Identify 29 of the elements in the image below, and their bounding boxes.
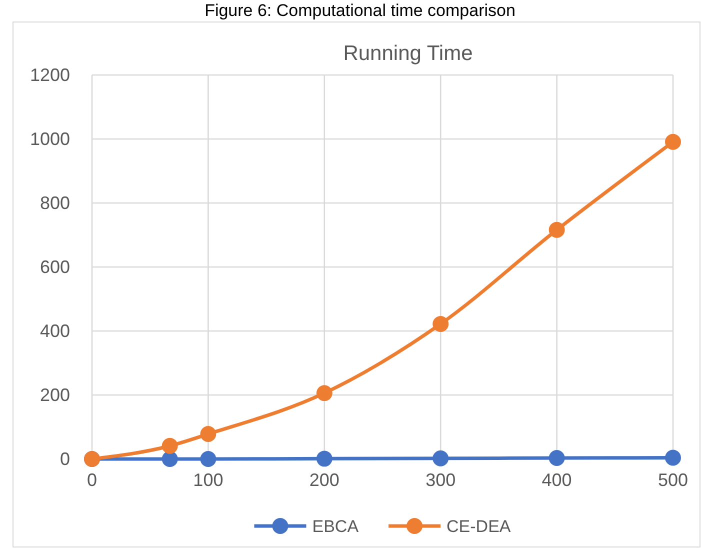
point <box>200 426 216 442</box>
point <box>665 134 681 150</box>
point <box>316 450 332 467</box>
y-tick-label: 400 <box>40 320 70 341</box>
point <box>548 450 565 466</box>
caption: Figure 6: Computational time comparison <box>204 1 516 20</box>
chart-title: Running Time <box>343 42 473 65</box>
y-tick-label: 800 <box>40 192 70 213</box>
x-tick-label: 100 <box>193 470 224 490</box>
y-tick-label: 1000 <box>30 128 70 149</box>
y-tick-label: 1200 <box>30 64 70 85</box>
legend-label: CE-DEA <box>446 517 512 536</box>
point <box>200 451 216 467</box>
point <box>432 316 449 332</box>
y-tick-label: 0 <box>60 448 70 469</box>
point <box>665 450 681 466</box>
x-tick-label: 0 <box>86 470 98 490</box>
x-tick-label: 200 <box>309 470 340 490</box>
point <box>162 451 178 467</box>
point <box>316 385 332 402</box>
y-tick-label: 600 <box>40 256 70 277</box>
point <box>432 450 449 466</box>
x-tick-label: 300 <box>426 470 456 490</box>
x-tick-label: 400 <box>542 470 572 490</box>
x-tick-label: 500 <box>658 470 688 490</box>
point <box>162 438 178 454</box>
y-tick-label: 200 <box>40 384 70 405</box>
legend-label: EBCA <box>312 517 360 536</box>
point <box>548 222 565 238</box>
